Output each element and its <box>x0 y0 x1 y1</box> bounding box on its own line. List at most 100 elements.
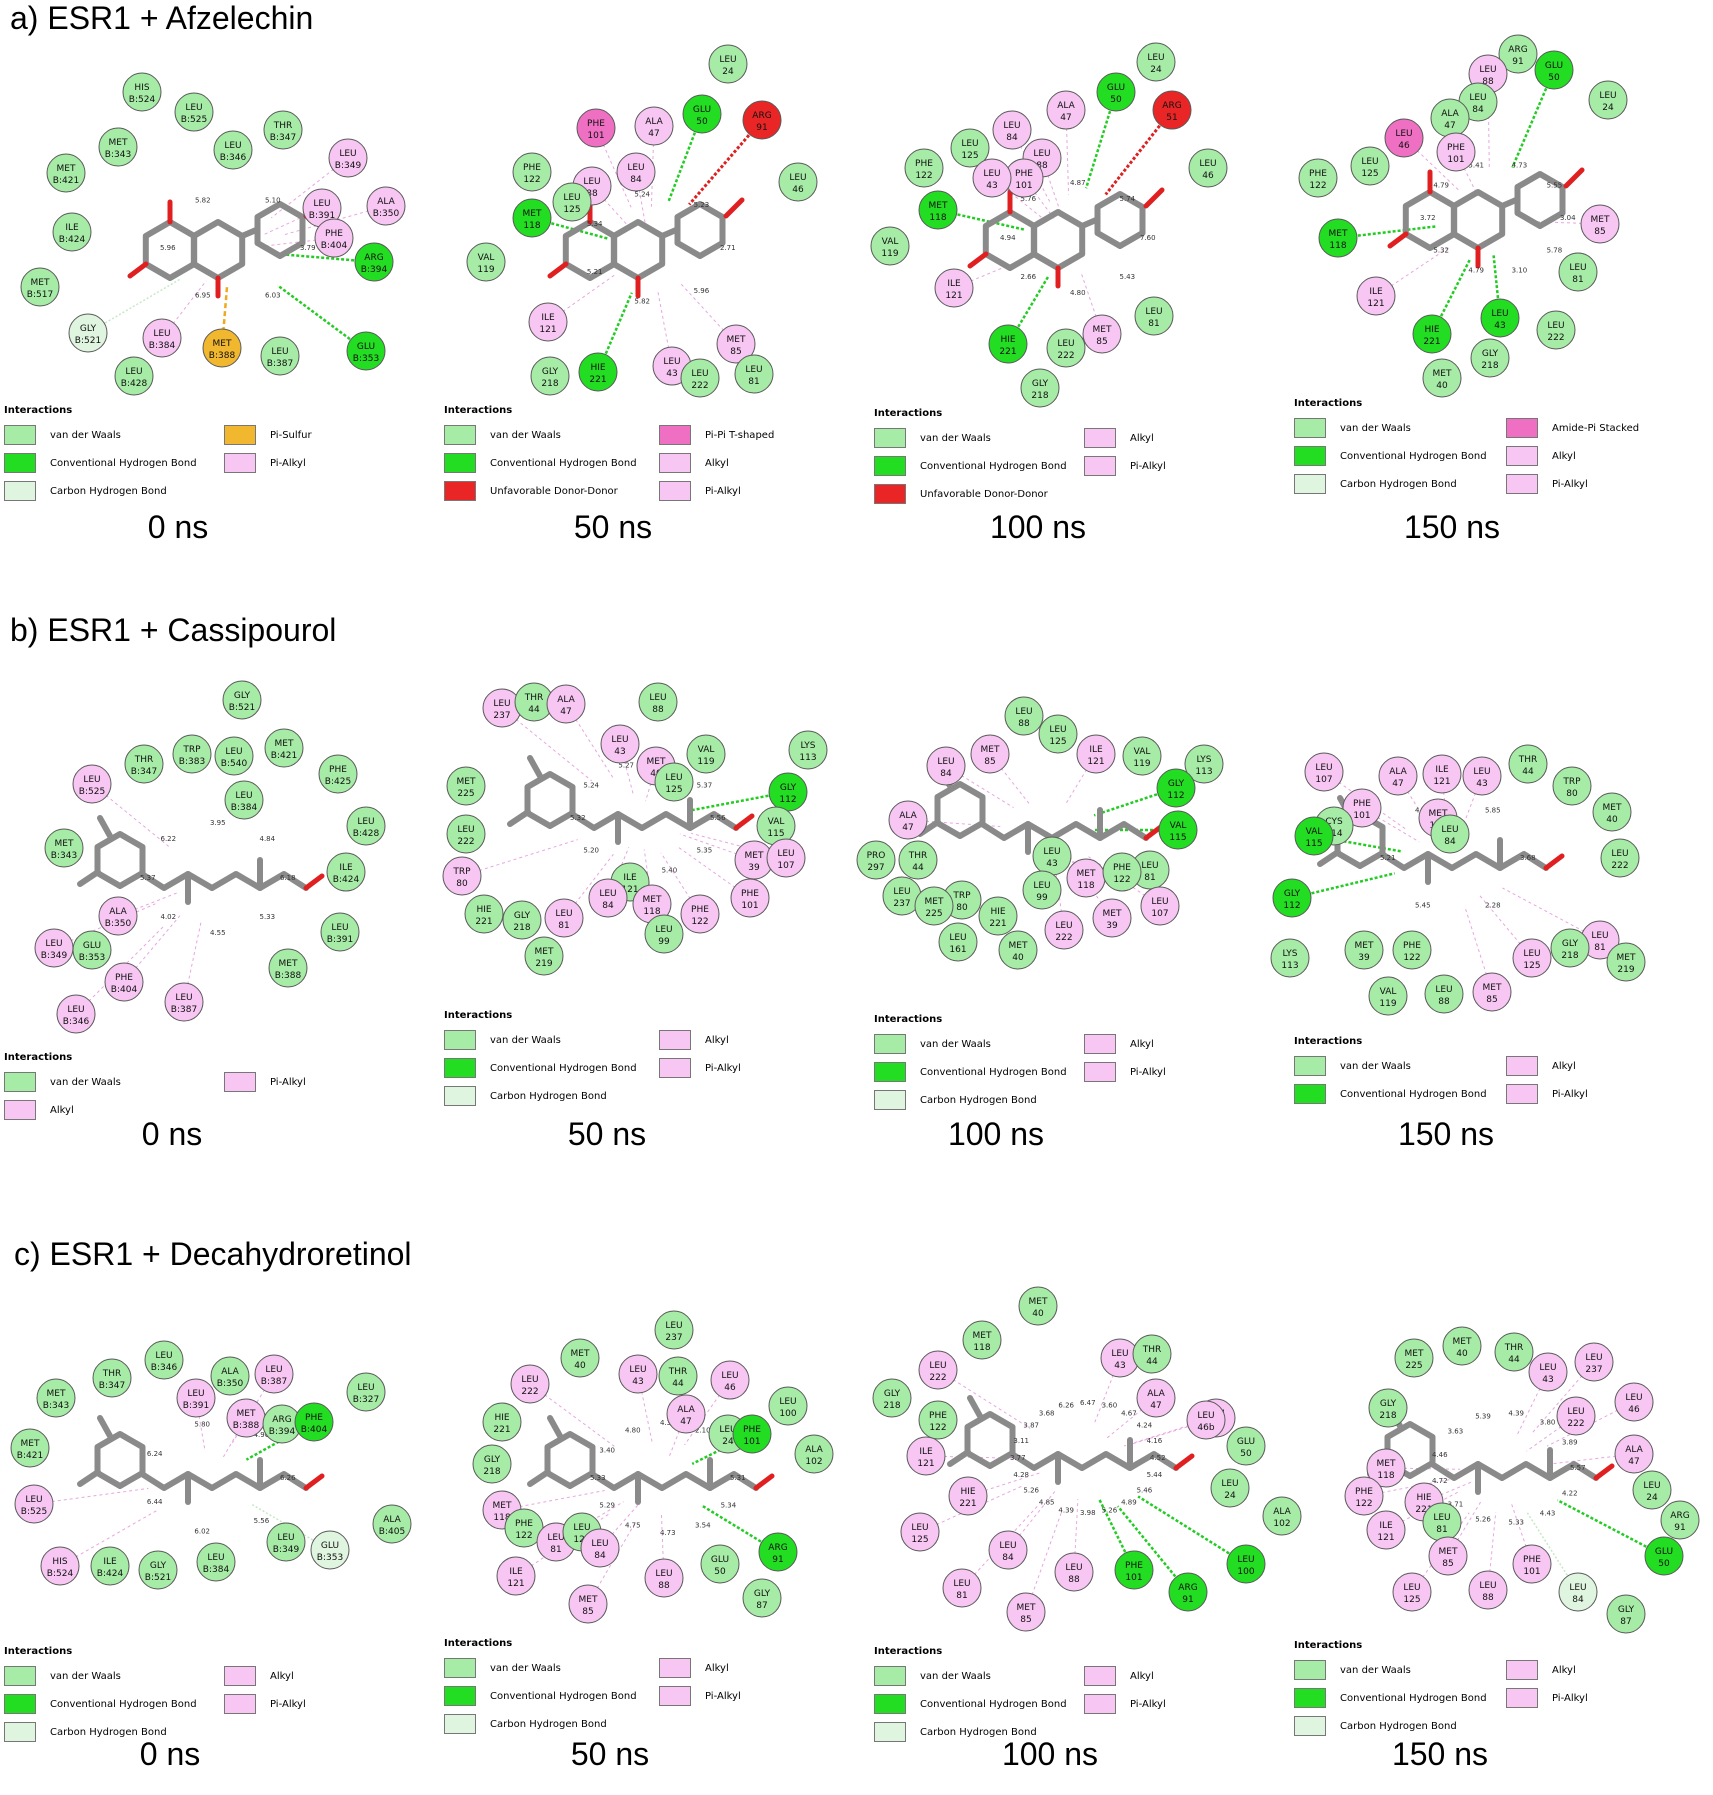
residue-id: 44 <box>672 1379 684 1389</box>
residue-id: 122 <box>929 1423 946 1433</box>
residue-id: B:521 <box>75 336 101 346</box>
legend-label: van der Waals <box>1340 1060 1411 1072</box>
residue-name: LEU <box>691 369 708 379</box>
legend-label: Conventional Hydrogen Bond <box>920 1066 1067 1078</box>
legend-swatch <box>1506 418 1538 438</box>
legend-label: van der Waals <box>920 1038 991 1050</box>
residue-name: LEU <box>1435 985 1452 995</box>
legend-item: Carbon Hydrogen Bond <box>874 1722 1037 1742</box>
residue-node: MET 225 <box>914 886 954 926</box>
residue-name: MET <box>1093 325 1112 335</box>
distance-label: 3.98 <box>1080 1509 1096 1517</box>
residue-node: THR B:347 <box>263 110 303 150</box>
residue-name: PHE <box>915 159 933 169</box>
residue-node: LEU 24 <box>1136 42 1176 82</box>
legend-item: Carbon Hydrogen Bond <box>1294 474 1457 494</box>
residue-node: THR B:347 <box>124 744 164 784</box>
residue-name: GLY <box>1168 779 1185 789</box>
distance-label: 4.52 <box>1150 1454 1166 1462</box>
residue-name: HIE <box>494 1413 509 1423</box>
interaction-line <box>231 1373 275 1444</box>
distance-label: 5.21 <box>1380 854 1396 862</box>
residue-name: LEU <box>555 909 572 919</box>
interaction-line <box>1054 864 1065 931</box>
residue-node: LEU 46b <box>1186 1400 1226 1440</box>
residue-id: B:524 <box>47 1569 74 1579</box>
residue-node: GLU 50 <box>1096 72 1136 112</box>
interaction-line <box>266 237 335 247</box>
legend: Interactions van der Waals Conventional Hy… <box>1294 398 1697 508</box>
distance-label: 5.26 <box>1475 1515 1491 1523</box>
residue-node: VAL 119 <box>870 226 910 266</box>
residue-name: TRP <box>952 891 971 901</box>
residue-name: PHE <box>587 119 605 129</box>
residue-name: LEU <box>611 735 628 745</box>
distance-label: 5.57 <box>1570 1464 1586 1472</box>
legend-item: Carbon Hydrogen Bond <box>874 1090 1037 1110</box>
residue-name: LEU <box>1111 1349 1128 1359</box>
residue-node: MET 40 <box>998 930 1038 970</box>
residue-id: 51 <box>1166 113 1177 123</box>
residue-id: B:346 <box>63 1017 90 1027</box>
legend-swatch <box>874 484 906 504</box>
residue-node: LEU 84 <box>1558 1572 1598 1612</box>
residue-id: 43 <box>1476 779 1487 789</box>
legend-item: Conventional Hydrogen Bond <box>4 453 197 473</box>
interaction-line <box>1437 817 1447 846</box>
ligand-structure <box>1387 167 1585 269</box>
residue-name: CYS <box>1325 817 1343 827</box>
residue-node: LEU 237 <box>654 1310 694 1350</box>
interaction-line <box>245 1420 315 1461</box>
residue-name: MET <box>21 1439 40 1449</box>
interaction-line <box>1065 109 1070 195</box>
interaction-line <box>1460 775 1483 831</box>
residue-node: GLY 218 <box>1550 928 1590 968</box>
residue-name: GLY <box>1618 1605 1635 1615</box>
residue-id: 84 <box>940 769 952 779</box>
residue-name: MET <box>727 335 746 345</box>
residue-id: 237 <box>893 899 910 909</box>
residue-node: HIE 221 <box>988 324 1028 364</box>
residue-name: LEU <box>1033 149 1050 159</box>
residue-id: 222 <box>1547 333 1564 343</box>
interaction-line <box>1337 225 1437 240</box>
interaction-line <box>925 1455 1027 1460</box>
residue-name: MET <box>535 947 554 957</box>
residue-node: VAL 119 <box>1368 976 1408 1016</box>
interaction-line <box>1073 1499 1079 1573</box>
legend-item: Conventional Hydrogen Bond <box>444 1686 637 1706</box>
residue-node: LEU 88 <box>1468 54 1508 94</box>
residue-name: LEU <box>937 757 954 767</box>
residue-node: LEU 222 <box>510 1364 550 1404</box>
residue-node: MET 40 <box>1442 1326 1482 1366</box>
residue-name: LEU <box>25 1495 42 1505</box>
interaction-line <box>563 853 614 919</box>
interaction-line <box>1093 1357 1121 1425</box>
residue-name: HIE <box>476 905 491 915</box>
residue-id: 100 <box>1237 1567 1254 1577</box>
time-label: 100 ns <box>1001 1736 1099 1772</box>
residue-id: 81 <box>1144 873 1155 883</box>
residue-name: ALA <box>1273 1507 1291 1517</box>
residue-node: LEU 24 <box>1210 1468 1250 1508</box>
residue-id: 43 <box>1542 1375 1553 1385</box>
legend-swatch <box>659 1658 691 1678</box>
interaction-line <box>1062 846 1087 879</box>
residue-id: 84 <box>630 175 642 185</box>
residue-name: GLY <box>234 691 251 701</box>
distance-label: 3.71 <box>1448 1501 1464 1509</box>
residue-node: PHE 122 <box>1102 852 1142 892</box>
residue-id: 107 <box>1151 909 1168 919</box>
residue-node: LEU 46 <box>1614 1382 1654 1422</box>
residue-node: LEU 222 <box>1536 310 1576 350</box>
residue-node: LEU 107 <box>766 838 806 878</box>
residue-node: LEU B:525 <box>72 764 112 804</box>
residue-name: GLU <box>1107 83 1125 93</box>
residue-id: 122 <box>1403 953 1420 963</box>
legend-label: van der Waals <box>490 1662 561 1674</box>
residue-name: LEU <box>1141 861 1158 871</box>
residue-node: PHE 101 <box>1436 132 1476 172</box>
distance-label: 5.21 <box>587 268 603 276</box>
residue-id: 101 <box>743 1437 760 1447</box>
